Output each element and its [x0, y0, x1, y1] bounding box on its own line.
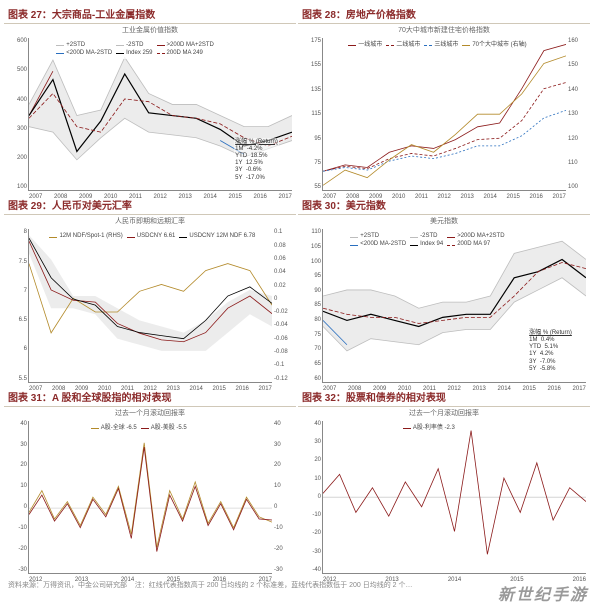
- y-axis-labels: 175155135115957555: [301, 38, 321, 190]
- panel-subtitle: 人民币即期和远期汇率: [4, 215, 296, 227]
- y-axis-labels: 1101051009590858075706560: [301, 229, 321, 381]
- chart-panel-p29: 图表 29：人民币对美元汇率人民币即期和远期汇率87.576.565.50.10…: [4, 195, 296, 384]
- chart-area: 403020100-10-20-30-402012201320142015201…: [322, 421, 586, 574]
- chart-panel-p27: 图表 27：大宗商品-工业金属指数工业金属价值指数 600500400300200…: [4, 4, 296, 193]
- chart-area: 1101051009590858075706560200720082009201…: [322, 229, 586, 382]
- legend: +2STD-2STD>200D MA+2STD<200D MA-2STDInde…: [55, 41, 215, 59]
- legend: A股-全球 -6.5A股-美股 -5.5: [90, 424, 188, 434]
- return-info-box: 涨幅 % (Return)1M 0.4%YTD 5.1%1Y 4.2%3Y -7…: [528, 329, 573, 374]
- chart-panel-p31: 图表 31：A 股和全球股指的相对表现过去一个月滚动回报率403020100-1…: [4, 387, 296, 576]
- y-axis-labels: 87.576.565.5: [7, 229, 27, 381]
- y-axis-labels-right: 160150140130120110100: [568, 38, 588, 190]
- chart-area: 1751551351159575551601501401301201101002…: [322, 38, 566, 191]
- legend: +2STD-2STD>200D MA+2STD<200D MA-2STDInde…: [349, 232, 505, 250]
- chart-area: 403020100-10-20-30403020100-10-20-302012…: [28, 421, 272, 574]
- chart-area: 6005004003002001002007200820092010201120…: [28, 38, 292, 191]
- chart-panel-p30: 图表 30：美元指数美元指数11010510095908580757065602…: [298, 195, 590, 384]
- x-axis-labels: 2007200820092010201120122013201420152016…: [323, 194, 566, 200]
- y-axis-labels: 600500400300200100: [7, 38, 27, 190]
- y-axis-labels: 403020100-10-20-30-40: [301, 421, 321, 573]
- chart-panel-p32: 图表 32：股票和债券的相对表现过去一个月滚动回报率403020100-10-2…: [298, 387, 590, 576]
- legend: 12M NDF/Spot-1 (RHS)USDCNY 6.61USDCNY 12…: [48, 232, 256, 242]
- legend: A股-利率债 -2.3: [402, 424, 456, 434]
- panel-subtitle: 过去一个月滚动回报率: [298, 407, 590, 419]
- footnote-source: 资料来源：万得资讯，中金公司研究部: [8, 582, 127, 589]
- x-axis-labels: 201220132014201520162017: [29, 577, 272, 583]
- panel-subtitle: 70大中城市新建住宅价格指数: [298, 24, 590, 36]
- x-axis-labels: 2007200820092010201120122013201420152016…: [29, 386, 272, 392]
- panel-subtitle: 美元指数: [298, 215, 590, 227]
- y-axis-labels-right: 403020100-10-20-30: [274, 421, 294, 573]
- panel-title: 图表 27：大宗商品-工业金属指数: [4, 4, 296, 24]
- panel-subtitle: 过去一个月滚动回报率: [4, 407, 296, 419]
- x-axis-labels: 2007200820092010201120122013201420152016…: [323, 386, 586, 392]
- return-info-box: 涨幅 % (Return)1M -4.2%YTD 18.5%1Y 12.5%3Y…: [234, 138, 279, 183]
- y-axis-labels-right: 0.10.080.060.040.020-0.02-0.04-0.06-0.08…: [274, 229, 294, 381]
- chart-area: 87.576.565.50.10.080.060.040.020-0.02-0.…: [28, 229, 272, 382]
- watermark: 新世纪手游: [498, 581, 588, 605]
- x-axis-labels: 2007200820092010201120122013201420152016…: [29, 194, 292, 200]
- panel-title: 图表 28：房地产价格指数: [298, 4, 590, 24]
- footnote-note: 注：红线代表指数高于 200 日均线的 2 个标准差，蓝线代表指数低于 200 …: [135, 582, 413, 589]
- panel-subtitle: 工业金属价值指数: [4, 24, 296, 36]
- y-axis-labels: 403020100-10-20-30: [7, 421, 27, 573]
- chart-panel-p28: 图表 28：房地产价格指数70大中城市新建住宅价格指数 1751551351159…: [298, 4, 590, 193]
- legend: 一线城市二线城市三线城市70个大中城市 (右轴): [347, 41, 527, 51]
